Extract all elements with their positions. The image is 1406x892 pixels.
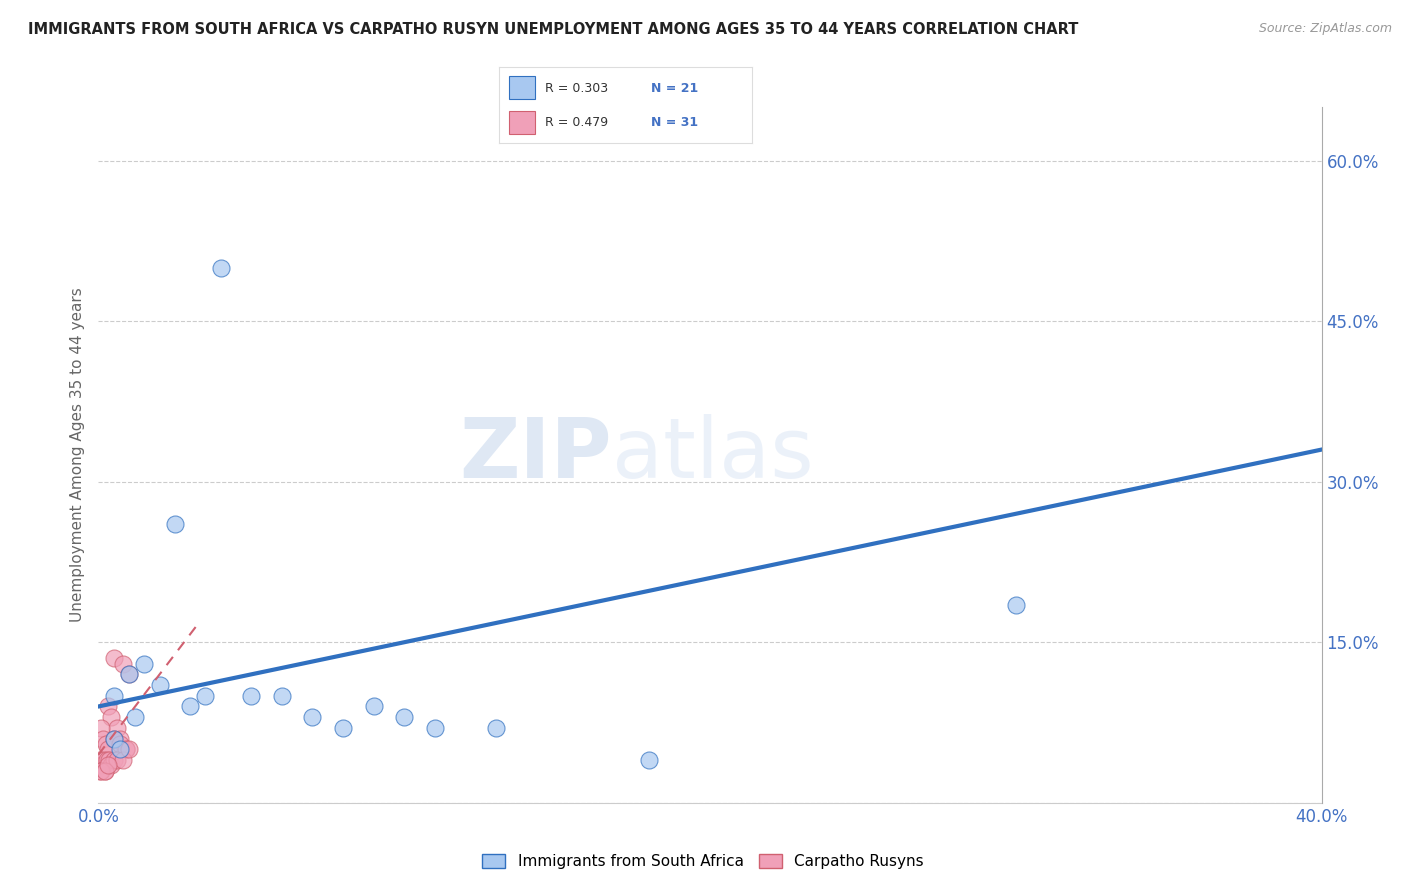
Point bbox=[118, 667, 141, 681]
Point bbox=[94, 764, 117, 778]
Point bbox=[1004, 598, 1026, 612]
Point bbox=[209, 260, 232, 275]
Point bbox=[332, 721, 354, 735]
Point bbox=[90, 764, 112, 778]
Point bbox=[89, 764, 111, 778]
Point bbox=[108, 737, 131, 751]
Text: R = 0.303: R = 0.303 bbox=[544, 82, 607, 95]
Point bbox=[392, 710, 416, 724]
Point bbox=[108, 731, 131, 746]
Point bbox=[194, 689, 217, 703]
Point bbox=[108, 742, 131, 756]
Point bbox=[163, 517, 186, 532]
Point bbox=[124, 710, 146, 724]
Text: atlas: atlas bbox=[612, 415, 814, 495]
Point bbox=[485, 721, 508, 735]
Point bbox=[90, 721, 112, 735]
Text: Source: ZipAtlas.com: Source: ZipAtlas.com bbox=[1258, 22, 1392, 36]
Point bbox=[98, 753, 121, 767]
Legend: Immigrants from South Africa, Carpatho Rusyns: Immigrants from South Africa, Carpatho R… bbox=[477, 848, 929, 875]
Point bbox=[118, 667, 141, 681]
Point bbox=[103, 731, 125, 746]
Point bbox=[97, 758, 120, 772]
Point bbox=[103, 689, 125, 703]
FancyBboxPatch shape bbox=[509, 76, 534, 99]
FancyBboxPatch shape bbox=[509, 111, 534, 134]
Point bbox=[118, 742, 141, 756]
Text: R = 0.479: R = 0.479 bbox=[544, 116, 607, 128]
Point bbox=[270, 689, 292, 703]
Point bbox=[105, 721, 128, 735]
Point bbox=[100, 710, 122, 724]
Point bbox=[637, 753, 661, 767]
Text: N = 21: N = 21 bbox=[651, 82, 699, 95]
Point bbox=[94, 737, 117, 751]
Point bbox=[134, 657, 156, 671]
Point bbox=[111, 753, 134, 767]
Point bbox=[240, 689, 263, 703]
Point bbox=[423, 721, 446, 735]
Point bbox=[100, 758, 122, 772]
Point bbox=[115, 742, 138, 756]
Point bbox=[111, 657, 134, 671]
Point bbox=[97, 699, 120, 714]
Y-axis label: Unemployment Among Ages 35 to 44 years: Unemployment Among Ages 35 to 44 years bbox=[69, 287, 84, 623]
Text: ZIP: ZIP bbox=[460, 415, 612, 495]
Point bbox=[93, 753, 115, 767]
Point bbox=[89, 753, 111, 767]
Text: N = 31: N = 31 bbox=[651, 116, 699, 128]
Point bbox=[97, 742, 120, 756]
Point bbox=[103, 731, 125, 746]
Text: IMMIGRANTS FROM SOUTH AFRICA VS CARPATHO RUSYN UNEMPLOYMENT AMONG AGES 35 TO 44 : IMMIGRANTS FROM SOUTH AFRICA VS CARPATHO… bbox=[28, 22, 1078, 37]
Point bbox=[90, 758, 112, 772]
Point bbox=[91, 758, 114, 772]
Point bbox=[103, 651, 125, 665]
Point bbox=[103, 753, 125, 767]
Point bbox=[149, 678, 172, 692]
Point bbox=[179, 699, 201, 714]
Point bbox=[96, 753, 118, 767]
Point bbox=[115, 742, 138, 756]
Point bbox=[93, 764, 115, 778]
Point bbox=[363, 699, 385, 714]
Point bbox=[105, 753, 128, 767]
Point bbox=[91, 731, 114, 746]
Point bbox=[301, 710, 323, 724]
